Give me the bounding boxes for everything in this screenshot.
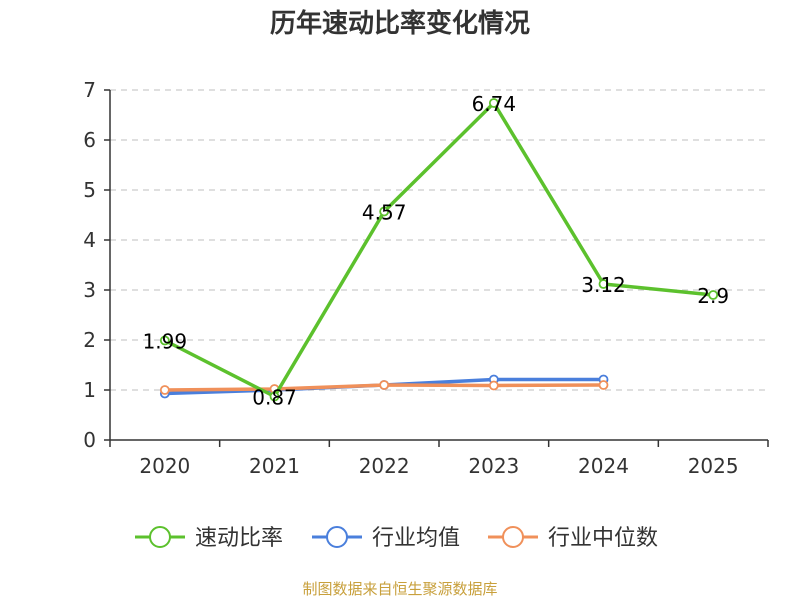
legend-marker — [326, 526, 348, 548]
series-group — [159, 98, 719, 402]
data-point — [488, 98, 499, 108]
series-line — [164, 101, 714, 399]
legend-item-2: 行业中位数 — [488, 526, 658, 551]
y-tick-label: 5 — [83, 178, 96, 202]
x-tick-label: 2022 — [359, 454, 410, 478]
legend-marker — [149, 526, 171, 548]
y-tick-label: 2 — [83, 328, 96, 352]
legend-label: 行业中位数 — [548, 526, 658, 551]
source-note: 制图数据来自恒生聚源数据库 — [302, 580, 497, 598]
x-tick-label: 2024 — [578, 454, 629, 478]
data-point — [598, 380, 609, 390]
data-labels: 1.99 0.87 4.57 6.74 3.12 2.9 — [143, 92, 730, 410]
x-tick-label: 2021 — [249, 454, 300, 478]
axes: 0 1 2 3 4 5 6 7 2020 2021 2022 2023 2024 2025 — [83, 78, 769, 478]
data-label: 6.74 — [472, 92, 517, 116]
y-tick-label: 1 — [83, 378, 96, 402]
data-point — [379, 380, 390, 390]
data-label: 1.99 — [143, 330, 188, 354]
data-label: 2.9 — [697, 284, 729, 308]
legend: 速动比率 行业均值 行业中位数 — [135, 526, 658, 551]
data-point — [598, 279, 609, 289]
data-label: 3.12 — [581, 273, 626, 297]
data-point — [159, 335, 170, 346]
data-point — [708, 290, 719, 300]
data-label: 4.57 — [362, 201, 407, 225]
x-tick-label: 2020 — [139, 454, 190, 478]
y-tick-label: 0 — [83, 428, 96, 452]
y-tick-label: 4 — [83, 228, 96, 252]
x-tick-label: 2025 — [688, 454, 739, 478]
legend-item-0: 速动比率 — [135, 526, 283, 551]
legend-marker — [502, 526, 524, 548]
y-tick-label: 6 — [83, 128, 96, 152]
legend-label: 行业均值 — [372, 526, 460, 551]
data-point — [159, 385, 170, 395]
legend-item-1: 行业均值 — [312, 526, 460, 551]
grid-lines — [110, 89, 768, 391]
x-tick-label: 2023 — [468, 454, 519, 478]
legend-label: 速动比率 — [195, 526, 283, 551]
data-point — [269, 391, 280, 402]
data-point — [488, 380, 499, 391]
data-label: 0.87 — [252, 386, 297, 410]
data-point — [379, 206, 390, 217]
series-0 — [159, 98, 719, 402]
y-tick-label: 3 — [83, 278, 96, 302]
y-tick-label: 7 — [83, 78, 96, 102]
series-2 — [159, 380, 609, 395]
chart-title: 历年速动比率变化情况 — [270, 8, 530, 39]
